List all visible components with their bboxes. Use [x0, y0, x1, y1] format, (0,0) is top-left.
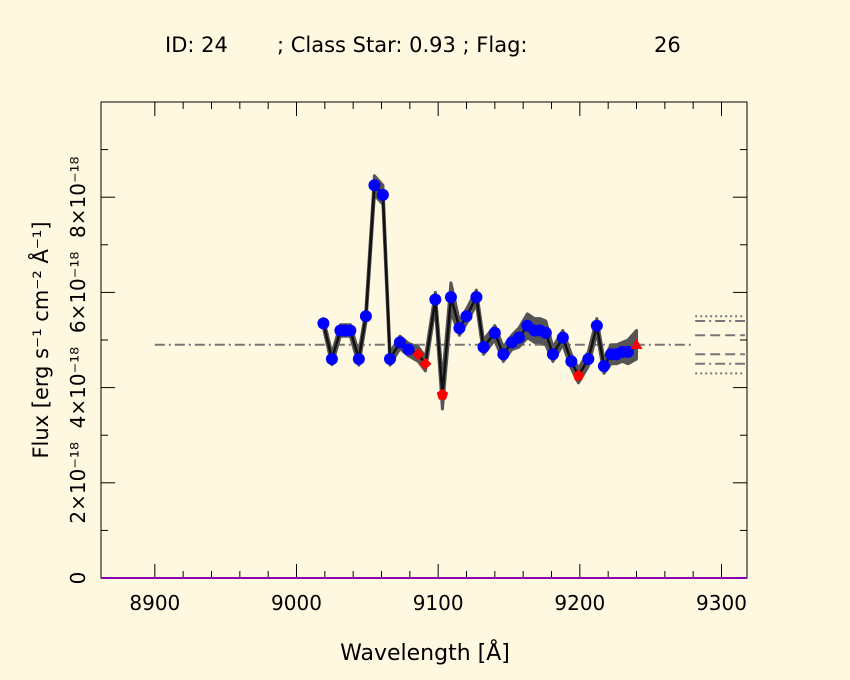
x-tick-label: 9300	[696, 591, 747, 615]
title-id: ID: 24	[165, 33, 228, 57]
data-point	[488, 326, 501, 339]
data-point	[565, 355, 578, 368]
data-point	[460, 310, 473, 323]
y-tick-label: 2×10⁻¹⁸	[66, 442, 90, 524]
flagged-point	[412, 348, 425, 361]
flagged-point	[419, 357, 432, 370]
side-level-markers	[695, 315, 745, 375]
y-axis-label: Flux [erg s⁻¹ cm⁻² Å⁻¹]	[27, 221, 53, 458]
data-point	[317, 317, 330, 330]
data-points	[317, 179, 643, 400]
data-point	[359, 310, 372, 323]
data-point	[376, 188, 389, 201]
data-point	[402, 343, 415, 356]
data-point	[368, 179, 381, 192]
flagged-point	[436, 388, 449, 400]
data-point	[597, 360, 610, 373]
data-point	[384, 353, 396, 366]
data-point	[429, 293, 442, 306]
y-tick-label: 6×10⁻¹⁸	[66, 252, 90, 334]
flagged-point	[572, 369, 585, 381]
data-point	[477, 341, 490, 354]
x-tick-label: 9100	[413, 591, 464, 615]
x-tick-label: 8900	[129, 591, 180, 615]
title-class-star: ; Class Star: 0.93 ; Flag:	[277, 33, 528, 57]
y-tick-label: 8×10⁻¹⁸	[66, 156, 90, 238]
data-point	[582, 353, 595, 366]
data-point	[470, 291, 483, 304]
data-point	[556, 331, 569, 344]
y-tick-label: 0	[66, 572, 90, 585]
x-tick-label: 9200	[554, 591, 605, 615]
data-point	[453, 322, 466, 335]
data-point	[444, 291, 457, 304]
data-point	[352, 353, 365, 366]
title-flag-value: 26	[654, 33, 681, 57]
data-point	[546, 348, 559, 361]
data-point	[512, 331, 525, 344]
x-axis-label: Wavelength [Å]	[340, 639, 510, 666]
data-point	[344, 324, 357, 337]
x-tick-labels: 8900 9000 9100 9200 9300	[129, 591, 747, 615]
y-tick-label: 4×10⁻¹⁸	[66, 347, 90, 429]
data-point	[393, 336, 406, 349]
flagged-point	[630, 338, 643, 349]
data-point	[539, 326, 552, 339]
data-point	[590, 319, 603, 332]
x-tick-label: 9000	[271, 591, 322, 615]
axis-ticks	[101, 102, 747, 579]
y-tick-labels: 0 2×10⁻¹⁸ 4×10⁻¹⁸ 6×10⁻¹⁸ 8×10⁻¹⁸	[66, 156, 90, 584]
data-point	[325, 353, 338, 366]
data-point	[497, 348, 510, 361]
